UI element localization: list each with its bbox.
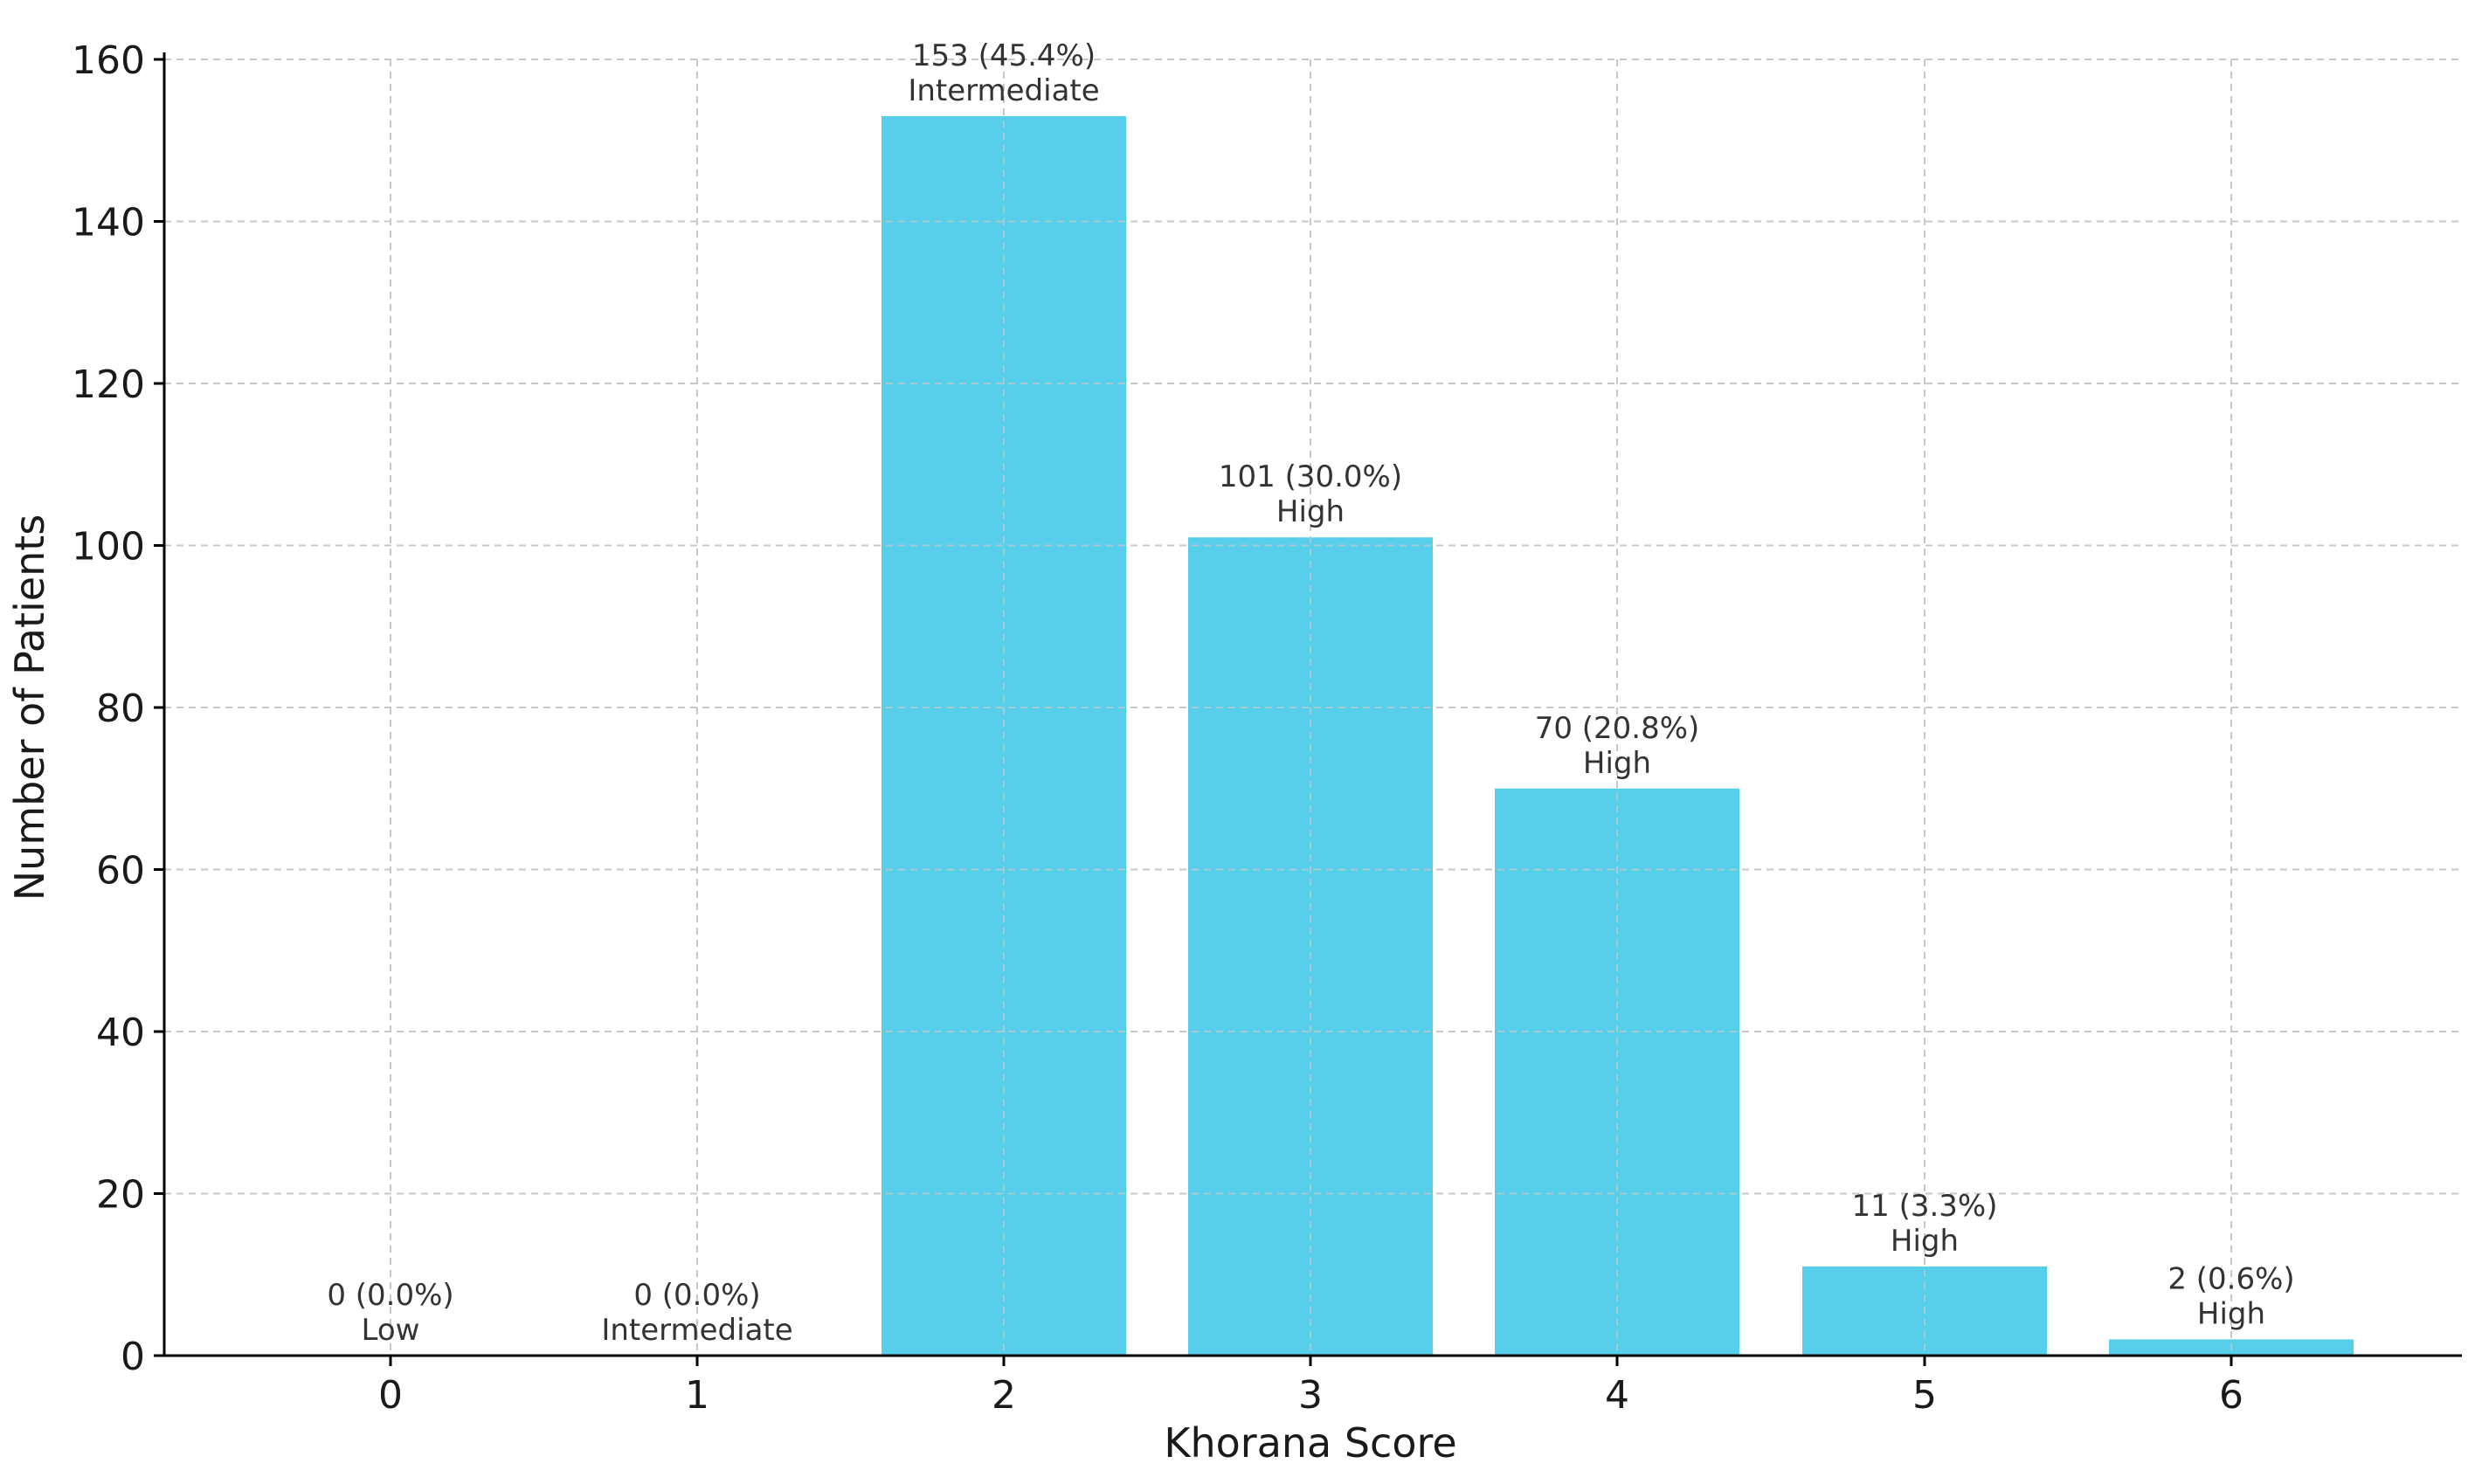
bar-count-label: 0 (0.0%) bbox=[633, 1278, 760, 1313]
x-tick-label: 5 bbox=[1912, 1373, 1937, 1418]
bar-risk-label: High bbox=[1583, 746, 1651, 781]
tick-labels: 0 20 40 60 80 100 120 140 160 0 1 2 3 4 5 6 bbox=[72, 38, 2243, 1418]
y-tick-label: 120 bbox=[72, 362, 145, 407]
x-tick-label: 6 bbox=[2219, 1373, 2243, 1418]
y-tick-label: 0 bbox=[121, 1335, 145, 1379]
bar-count-label: 0 (0.0%) bbox=[327, 1278, 453, 1313]
x-tick-label: 3 bbox=[1298, 1373, 1323, 1418]
x-tick-label: 0 bbox=[378, 1373, 403, 1418]
bar-count-label: 153 (45.4%) bbox=[912, 38, 1096, 73]
y-tick-label: 80 bbox=[96, 687, 145, 731]
bar-risk-label: High bbox=[1891, 1224, 1959, 1259]
x-tick-label: 4 bbox=[1605, 1373, 1629, 1418]
y-tick-label: 100 bbox=[72, 525, 145, 569]
x-tick-label: 2 bbox=[992, 1373, 1016, 1418]
y-axis-title: Number of Patients bbox=[6, 514, 53, 901]
bar-risk-label: High bbox=[2197, 1296, 2265, 1331]
bar-count-label: 11 (3.3%) bbox=[1852, 1189, 1998, 1224]
x-tick-label: 1 bbox=[685, 1373, 709, 1418]
bar-risk-label: Low bbox=[362, 1313, 420, 1348]
x-axis-title: Khorana Score bbox=[1164, 1419, 1456, 1467]
axes bbox=[154, 52, 2462, 1366]
y-tick-label: 20 bbox=[96, 1173, 145, 1218]
y-tick-label: 140 bbox=[72, 201, 145, 245]
y-tick-label: 160 bbox=[72, 38, 145, 83]
y-tick-label: 60 bbox=[96, 849, 145, 894]
bar-count-label: 70 (20.8%) bbox=[1535, 711, 1700, 746]
bar-count-label: 2 (0.6%) bbox=[2167, 1261, 2294, 1296]
bar-risk-label: High bbox=[1276, 494, 1345, 529]
bar-risk-label: Intermediate bbox=[601, 1313, 792, 1348]
bar-count-label: 101 (30.0%) bbox=[1219, 459, 1402, 494]
bar-risk-label: Intermediate bbox=[908, 73, 1099, 108]
y-tick-label: 40 bbox=[96, 1011, 145, 1055]
